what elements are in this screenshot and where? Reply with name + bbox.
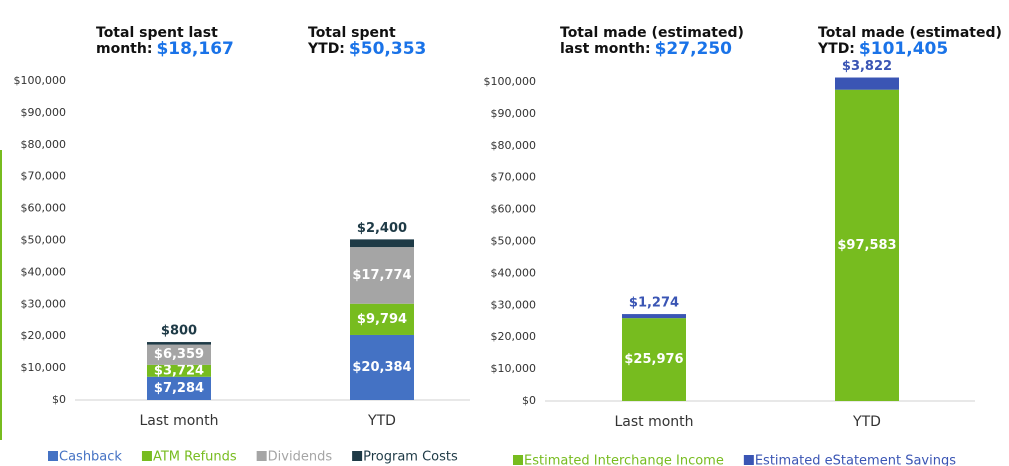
y-tick-label: $0 (522, 394, 536, 407)
bar-segment (147, 364, 211, 377)
legend-label: Cashback (59, 450, 122, 465)
y-tick-label: $70,000 (491, 171, 537, 184)
legend-label: ATM Refunds (153, 450, 237, 465)
data-label: $17,774 (352, 268, 411, 283)
data-label: $20,384 (352, 360, 411, 375)
y-tick-label: $80,000 (21, 138, 67, 151)
y-tick-label: $80,000 (491, 139, 537, 152)
legend-swatch (352, 451, 363, 461)
bar-segment (622, 314, 686, 319)
annotation-text: YTD: (817, 41, 855, 57)
data-label: $25,976 (624, 352, 683, 367)
data-label: $3,822 (842, 59, 892, 74)
bar-segment (147, 342, 211, 345)
legend-swatch (513, 455, 523, 465)
annotation-text: YTD: (307, 41, 345, 57)
annotation-value: $50,353 (349, 39, 426, 59)
y-tick-label: $10,000 (21, 361, 67, 374)
data-label: $3,724 (154, 363, 204, 378)
bar-segment (350, 247, 414, 304)
y-tick-label: $30,000 (491, 298, 537, 311)
annotation-text: Total made (estimated) (560, 25, 744, 41)
y-tick-label: $40,000 (491, 266, 537, 279)
x-tick-label: Last month (139, 413, 218, 429)
legend-label: Dividends (268, 450, 333, 465)
y-tick-label: $90,000 (21, 106, 67, 119)
y-tick-label: $70,000 (21, 170, 67, 183)
annotation-value: $101,405 (859, 39, 948, 59)
data-label: $7,284 (154, 381, 204, 396)
bar-segment (622, 318, 686, 401)
data-label: $6,359 (154, 347, 204, 362)
annotation-text: last month: (560, 41, 651, 57)
y-tick-label: $60,000 (21, 202, 67, 215)
legend-swatch (48, 451, 58, 461)
bar-segment (835, 89, 899, 401)
annotation-text: Total spent (308, 25, 396, 41)
y-tick-label: $20,000 (491, 330, 537, 343)
annotation-text: Total spent last (96, 25, 218, 41)
legend-label: Program Costs (363, 450, 458, 465)
x-tick-label: Last month (614, 414, 693, 430)
y-tick-label: $40,000 (21, 265, 67, 278)
legend-swatch (743, 455, 754, 465)
y-tick-label: $50,000 (21, 234, 67, 247)
y-tick-label: $90,000 (491, 107, 537, 120)
y-tick-label: $100,000 (484, 75, 537, 88)
annotation-text: month: (96, 41, 152, 57)
data-label: $1,274 (629, 296, 679, 311)
bar-segment (147, 376, 211, 400)
x-tick-label: YTD (852, 414, 881, 430)
bar-segment (350, 239, 414, 248)
x-tick-label: YTD (367, 413, 396, 429)
legend-swatch (141, 451, 152, 461)
y-tick-label: $100,000 (14, 74, 67, 87)
legend-label: Estimated eStatement Savings (755, 454, 956, 466)
data-label: $2,400 (357, 221, 407, 236)
legend-label: Estimated Interchange Income (524, 454, 724, 466)
y-tick-label: $0 (52, 393, 66, 406)
y-tick-label: $30,000 (21, 297, 67, 310)
y-tick-label: $10,000 (491, 362, 537, 375)
bar-segment (350, 334, 414, 400)
annotation-value: $18,167 (156, 39, 233, 59)
data-label: $800 (161, 324, 197, 339)
bar-segment (835, 77, 899, 90)
annotation-text: Total made (estimated) (818, 25, 1002, 41)
data-label: $97,583 (837, 238, 896, 253)
y-tick-label: $20,000 (21, 329, 67, 342)
annotation-value: $27,250 (655, 39, 733, 59)
bar-segment (147, 344, 211, 365)
legend-swatch (256, 451, 267, 461)
data-label: $9,794 (357, 312, 407, 327)
y-tick-label: $50,000 (491, 235, 537, 248)
bar-segment (350, 303, 414, 335)
y-tick-label: $60,000 (491, 203, 537, 216)
